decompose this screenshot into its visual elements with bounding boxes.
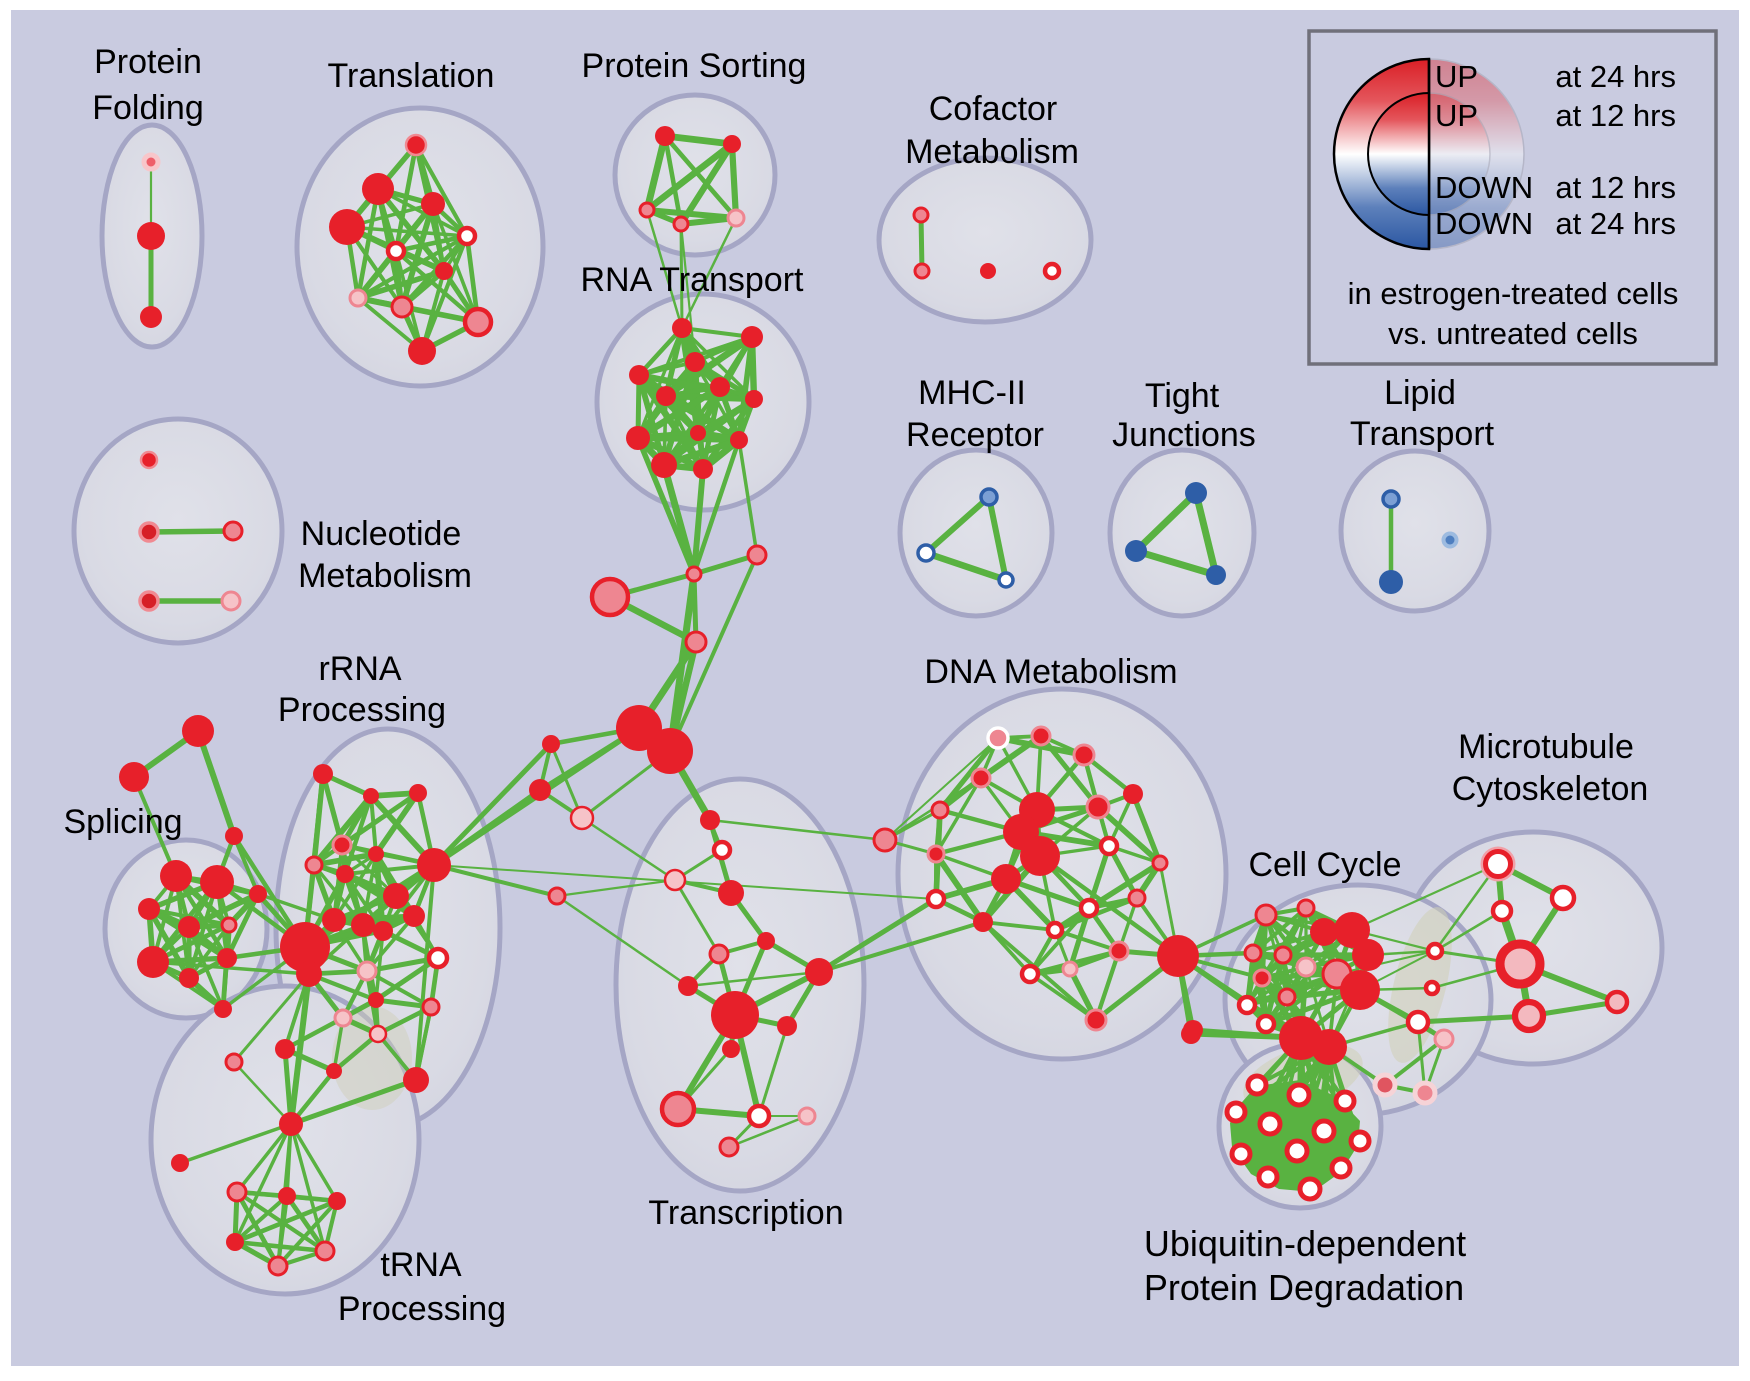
- svg-text:Cell Cycle: Cell Cycle: [1248, 846, 1401, 884]
- svg-text:UP: UP: [1435, 59, 1478, 94]
- svg-text:Processing: Processing: [278, 691, 446, 729]
- svg-text:Receptor: Receptor: [906, 416, 1044, 454]
- svg-text:RNA Transport: RNA Transport: [581, 261, 805, 299]
- svg-text:Protein: Protein: [94, 43, 202, 81]
- svg-text:at 12 hrs: at 12 hrs: [1555, 98, 1676, 133]
- svg-text:at 24 hrs: at 24 hrs: [1555, 206, 1676, 241]
- svg-text:Protein Sorting: Protein Sorting: [582, 47, 807, 85]
- svg-text:Transport: Transport: [1350, 415, 1495, 453]
- svg-text:Metabolism: Metabolism: [905, 133, 1079, 171]
- svg-text:Metabolism: Metabolism: [298, 557, 472, 595]
- svg-text:Tight: Tight: [1145, 377, 1220, 415]
- svg-text:DOWN: DOWN: [1435, 206, 1533, 241]
- svg-text:rRNA: rRNA: [318, 650, 401, 688]
- svg-text:Junctions: Junctions: [1112, 416, 1256, 454]
- svg-text:Processing: Processing: [338, 1290, 506, 1328]
- svg-text:Microtubule: Microtubule: [1458, 728, 1634, 766]
- svg-text:MHC-II: MHC-II: [918, 374, 1026, 412]
- svg-text:Ubiquitin-dependent: Ubiquitin-dependent: [1144, 1223, 1466, 1264]
- svg-text:Cofactor: Cofactor: [929, 90, 1058, 128]
- svg-text:tRNA: tRNA: [380, 1246, 462, 1284]
- svg-text:Lipid: Lipid: [1384, 374, 1456, 412]
- svg-text:Nucleotide: Nucleotide: [301, 515, 462, 553]
- svg-text:at 24 hrs: at 24 hrs: [1555, 59, 1676, 94]
- svg-text:Protein Degradation: Protein Degradation: [1144, 1267, 1464, 1308]
- svg-text:Folding: Folding: [92, 89, 204, 127]
- svg-text:Cytoskeleton: Cytoskeleton: [1452, 770, 1649, 808]
- svg-text:in estrogen-treated cells: in estrogen-treated cells: [1348, 276, 1679, 311]
- svg-text:UP: UP: [1435, 98, 1478, 133]
- svg-text:vs. untreated cells: vs. untreated cells: [1388, 316, 1638, 351]
- svg-text:Transcription: Transcription: [648, 1194, 843, 1232]
- svg-text:Translation: Translation: [328, 57, 495, 95]
- svg-text:at 12 hrs: at 12 hrs: [1555, 170, 1676, 205]
- svg-text:Splicing: Splicing: [63, 803, 182, 841]
- svg-text:DNA Metabolism: DNA Metabolism: [924, 653, 1177, 691]
- svg-text:DOWN: DOWN: [1435, 170, 1533, 205]
